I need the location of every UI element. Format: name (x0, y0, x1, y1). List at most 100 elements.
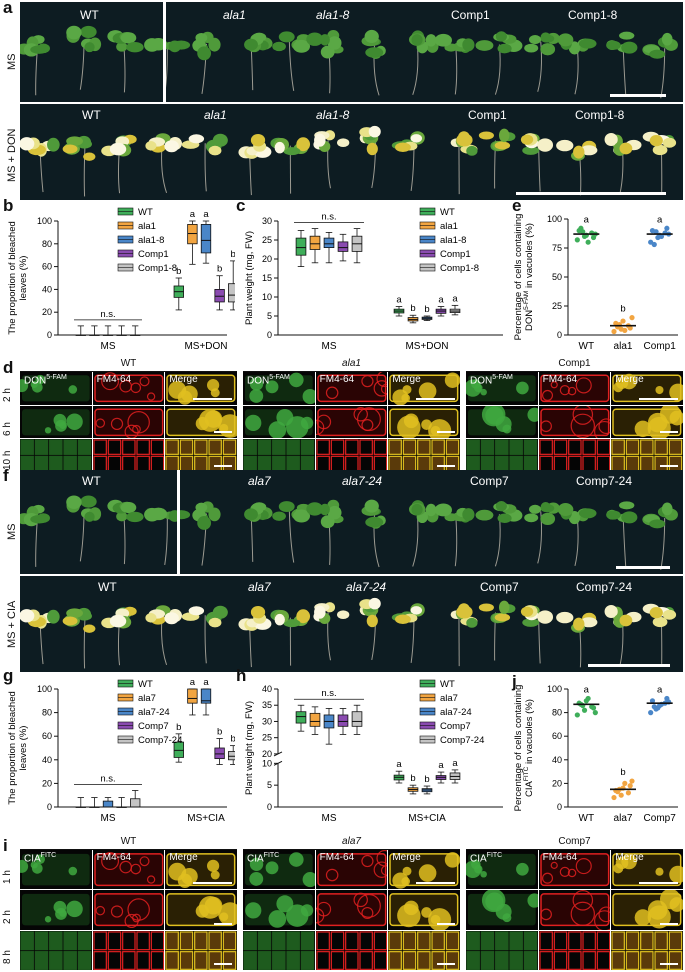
label-comp7: Comp7 (470, 474, 509, 488)
micrograph-tile: Merge (611, 850, 683, 890)
micrograph-tile: FM4-64 (315, 372, 388, 405)
label-comp7-24: Comp7-24 (576, 580, 633, 594)
time-label: 2 h (2, 388, 13, 403)
channel-label: FM4-64 (319, 852, 355, 863)
box (228, 283, 235, 303)
y-tick-label: 25 (552, 301, 562, 311)
label-comp1: Comp1 (451, 8, 490, 22)
micrograph-tile (538, 930, 611, 970)
label-comp1-8: Comp1-8 (575, 108, 625, 122)
significance-letter: b (176, 266, 181, 277)
x-tick-label: MS (322, 813, 337, 824)
y-tick-label: 20 (262, 749, 272, 759)
x-tick-label: MS+DON (405, 341, 448, 352)
x-tick-label: ala7 (614, 813, 633, 824)
significance-letter: a (438, 295, 444, 306)
photo-f-ms: WT ala7 ala7-24 Comp7 Comp7-24 (20, 470, 683, 574)
data-point (664, 225, 670, 231)
micrograph-tile (611, 405, 683, 439)
significance-letter: a (584, 684, 590, 695)
micrograph-tile (611, 890, 683, 930)
y-tick-label: 80 (42, 239, 52, 249)
micrograph-tile: FM4-64 (315, 850, 388, 890)
box (173, 741, 184, 758)
time-label: 1 h (2, 869, 13, 884)
significance-letter: a (657, 684, 663, 695)
panel-label-e: e (512, 196, 522, 215)
micrograph-tile: FM4-64 (538, 850, 611, 890)
legend-label: Comp1 (138, 249, 169, 260)
box (323, 237, 335, 248)
panel-label-g: g (3, 666, 14, 685)
y-axis-label: The proportion of bleachedleaves (%) (7, 691, 29, 805)
legend-label: WT (138, 207, 153, 218)
legend-label: Comp7 (138, 721, 169, 732)
channel-label: Merge (169, 374, 198, 385)
box (130, 798, 141, 808)
x-tick-label: Comp1 (644, 341, 677, 352)
data-point (580, 229, 586, 235)
group-header: ala7 (342, 836, 361, 847)
micrograph-tile: Merge (165, 850, 237, 890)
micro-panel-i: WT CIAFITC FM4-64 Merge 1 h 2 h 8 h ala7 CIAFITC… (0, 836, 685, 970)
micrograph-tile (92, 890, 165, 930)
significance-letter: b (620, 767, 625, 778)
data-point (581, 707, 588, 713)
label-comp7: Comp7 (480, 580, 519, 594)
y-tick-label: 30 (262, 716, 272, 726)
channel-label: FM4-64 (542, 852, 578, 863)
data-point (629, 778, 635, 784)
channel-label: FM4-64 (96, 852, 132, 863)
y-tick-label: 0 (47, 802, 52, 812)
legend-label: ala7 (440, 693, 458, 704)
data-point (625, 790, 631, 796)
micrograph-tile (20, 439, 92, 472)
data-point (622, 327, 628, 333)
micrograph-tile (466, 405, 538, 439)
y-tick-label: 20 (42, 778, 52, 788)
y-tick-label: 50 (552, 272, 562, 282)
significance-letter: b (424, 774, 429, 785)
legend-label: ala1 (440, 221, 458, 232)
micrograph-tile (20, 890, 92, 930)
data-point (649, 698, 656, 704)
micrograph-tile (92, 930, 165, 970)
micrograph-tile (243, 890, 315, 930)
data-point (653, 229, 659, 235)
micrograph-tile (466, 890, 538, 930)
legend-label: ala7-24 (440, 707, 472, 718)
x-tick-label: MS (101, 341, 116, 352)
legend-label: WT (138, 679, 153, 690)
micrograph-tile (538, 890, 611, 930)
chart-g: 0 20 40 60 80 100 The proportion of bleachedle… (7, 677, 235, 824)
micrograph-tile (388, 890, 460, 930)
micrograph-tile: FM4-64 (92, 850, 165, 890)
data-point (585, 239, 591, 245)
box (337, 714, 349, 727)
micrograph-tile (538, 405, 611, 439)
box (295, 237, 307, 256)
channel-label: DON5-FAM (470, 374, 513, 387)
data-point (620, 318, 626, 324)
box (228, 751, 235, 761)
y-tick-label: 30 (262, 216, 272, 226)
significance-letter: a (396, 295, 402, 306)
significance-letter: b (424, 304, 429, 315)
photo-f-cia: WT ala7 ala7-24 Comp7 Comp7-24 (20, 576, 683, 672)
chart-b: 0 20 40 60 80 100 The proportion of bleachedle… (7, 207, 235, 352)
micrograph-tile (20, 405, 92, 439)
chart-c: 0 5 10 15 20 25 30 Plant weight (mg, FW) n.s. MS a… (244, 207, 503, 352)
micrograph-tile (243, 405, 315, 439)
significance-letter: b (231, 249, 235, 260)
x-tick-label: WT (579, 341, 595, 352)
y-tick-label: 40 (42, 755, 52, 765)
panel-label-h: h (236, 666, 247, 685)
legend-label: Comp1 (440, 249, 471, 260)
channel-label: FM4-64 (96, 374, 132, 385)
micrograph-tile: FM4-64 (538, 372, 611, 405)
micrograph-tile (243, 930, 315, 970)
row-label-ms-cia: MS + CIA (6, 600, 18, 648)
micrograph-tile: Merge (388, 850, 460, 890)
ns-label: n.s. (321, 212, 336, 223)
legend-label: ala7 (138, 693, 156, 704)
